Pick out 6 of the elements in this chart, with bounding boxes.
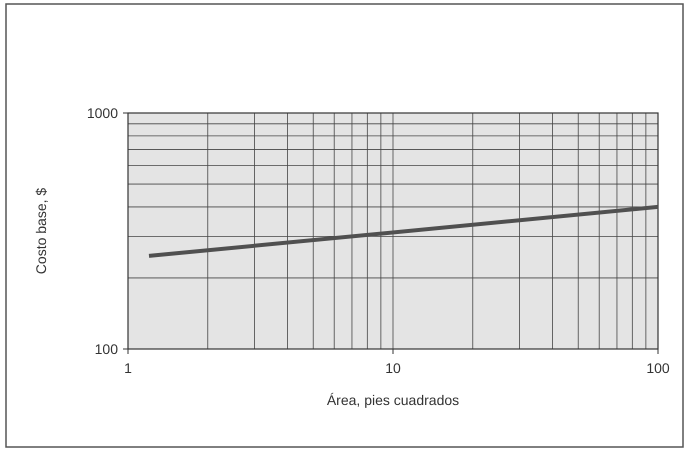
- y-tick-label: 1000: [86, 105, 118, 121]
- x-tick-label: 1: [124, 360, 132, 376]
- y-axis-title: Costo base, $: [33, 188, 49, 274]
- x-tick-label: 100: [646, 360, 670, 376]
- x-axis-title: Área, pies cuadrados: [326, 392, 460, 408]
- x-tick-label: 10: [385, 360, 401, 376]
